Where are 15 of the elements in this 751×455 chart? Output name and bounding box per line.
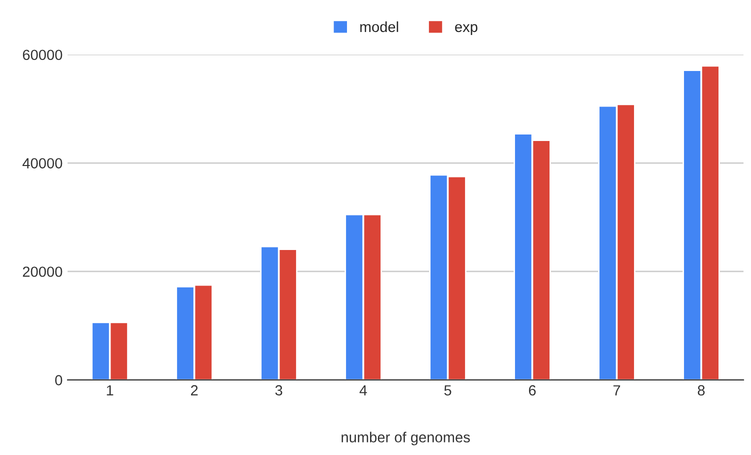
x-tick-label: 3 bbox=[275, 385, 282, 396]
y-tick-label: 40000 bbox=[22, 158, 62, 168]
x-tick-label: 5 bbox=[444, 385, 452, 396]
x-axis-title: number of genomes bbox=[342, 432, 470, 446]
x-tick-label: 4 bbox=[360, 385, 367, 396]
x-tick-label: 7 bbox=[613, 385, 620, 396]
y-tick-label: 60000 bbox=[22, 50, 62, 60]
x-tick-label: 1 bbox=[106, 385, 114, 396]
y-tick-label: 20000 bbox=[22, 266, 62, 277]
x-tick-label: 2 bbox=[191, 385, 198, 396]
y-tick-label: 0 bbox=[55, 375, 62, 386]
legend-label: exp bbox=[455, 24, 478, 35]
x-tick-label: 8 bbox=[698, 385, 705, 396]
legend-label: model bbox=[360, 21, 398, 32]
x-tick-label: 6 bbox=[528, 385, 536, 396]
